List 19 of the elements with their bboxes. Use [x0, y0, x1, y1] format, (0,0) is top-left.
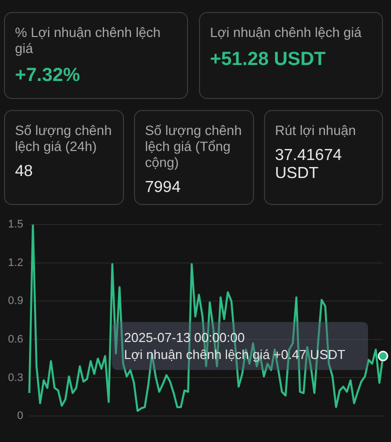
annotation: 2025-07-13 00:00:00: [124, 329, 246, 346]
text: Số lượng chênh lệch giá (24h): [15, 123, 113, 155]
text: +51.28 USDT: [210, 49, 327, 71]
text: Lợi nhuận chênh lệch giá: [210, 25, 362, 41]
annotation: Lợi nhuận chênh lệch giá +0.47 USDT: [124, 346, 346, 363]
y-tick-label: 0: [17, 410, 24, 422]
text: Số lượng chênh lệch giá (Tổng cộng): [145, 123, 243, 171]
text: +7.32%: [15, 65, 81, 87]
tooltip-box: 2025-07-13 00:00:00 Lợi nhuận chênh lệch giá +0.47 USDT: [112, 322, 368, 370]
text: Rút lợi nhuận: [275, 123, 357, 139]
y-tick-label: 0.9: [8, 295, 24, 308]
y-tick-label: 1.5: [8, 218, 24, 231]
text: 48: [15, 163, 34, 181]
y-tick-label: 0.3: [8, 372, 24, 384]
y-tick-label: 1.2: [8, 256, 24, 269]
text: % Lợi nhuận chênh lệch giá: [15, 25, 162, 57]
text: 7994: [145, 179, 182, 197]
text: 37.41674 USDT: [275, 147, 343, 183]
y-tick-label: 0.6: [8, 333, 24, 346]
